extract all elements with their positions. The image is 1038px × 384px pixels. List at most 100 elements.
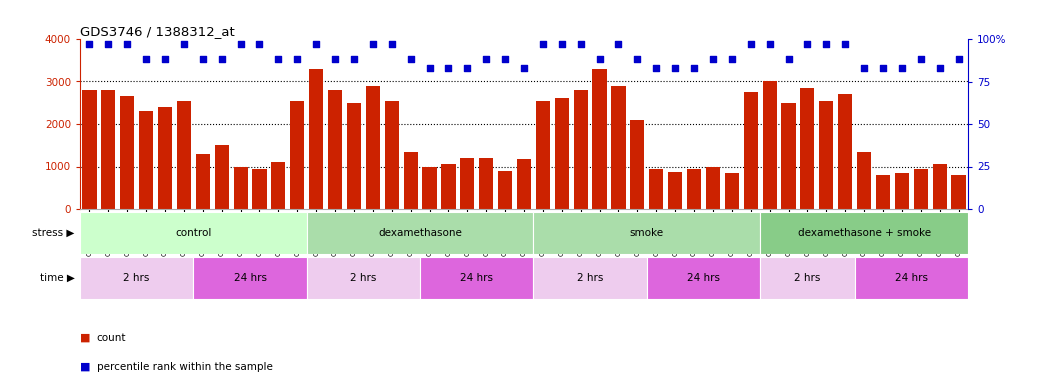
Point	[761, 41, 777, 47]
Text: 24 hrs: 24 hrs	[895, 273, 928, 283]
Point	[837, 41, 853, 47]
Bar	[687, 169, 701, 209]
Point	[477, 56, 494, 63]
Point	[119, 41, 136, 47]
Bar	[763, 81, 776, 209]
Point	[553, 41, 570, 47]
Text: ■: ■	[80, 333, 90, 343]
Point	[497, 56, 514, 63]
Bar	[574, 90, 588, 209]
Bar	[306, 212, 534, 254]
Point	[289, 56, 305, 63]
Bar	[80, 257, 193, 299]
Text: 2 hrs: 2 hrs	[794, 273, 821, 283]
Text: 2 hrs: 2 hrs	[124, 273, 149, 283]
Bar	[876, 175, 890, 209]
Bar	[649, 169, 663, 209]
Point	[270, 56, 286, 63]
Bar	[193, 257, 306, 299]
Text: stress ▶: stress ▶	[32, 228, 75, 238]
Bar	[82, 90, 97, 209]
Bar	[725, 173, 739, 209]
Bar	[158, 107, 172, 209]
Bar	[743, 92, 758, 209]
Point	[818, 41, 835, 47]
Point	[912, 56, 929, 63]
Bar	[800, 88, 815, 209]
Bar	[385, 101, 399, 209]
Point	[950, 56, 966, 63]
Bar	[517, 159, 531, 209]
Bar	[611, 86, 626, 209]
Bar	[932, 164, 947, 209]
Text: GDS3746 / 1388312_at: GDS3746 / 1388312_at	[80, 25, 235, 38]
Text: ■: ■	[80, 362, 90, 372]
Text: 2 hrs: 2 hrs	[577, 273, 603, 283]
Point	[327, 56, 344, 63]
Point	[383, 41, 400, 47]
Bar	[80, 212, 306, 254]
Bar	[895, 173, 909, 209]
Bar	[534, 257, 647, 299]
Bar	[857, 152, 871, 209]
Bar	[404, 152, 417, 209]
Point	[459, 65, 475, 71]
Point	[440, 65, 457, 71]
Text: time ▶: time ▶	[39, 273, 75, 283]
Bar	[309, 69, 323, 209]
Point	[157, 56, 173, 63]
Text: control: control	[175, 228, 212, 238]
Text: smoke: smoke	[630, 228, 664, 238]
Bar	[328, 90, 343, 209]
Point	[742, 41, 759, 47]
Bar	[854, 257, 968, 299]
Point	[894, 65, 910, 71]
Text: dexamethasone + smoke: dexamethasone + smoke	[797, 228, 931, 238]
Bar	[534, 212, 760, 254]
Bar	[593, 69, 606, 209]
Bar	[347, 103, 361, 209]
Point	[666, 65, 683, 71]
Point	[308, 41, 325, 47]
Point	[346, 56, 362, 63]
Point	[138, 56, 155, 63]
Point	[421, 65, 438, 71]
Bar	[760, 212, 968, 254]
Point	[251, 41, 268, 47]
Point	[364, 41, 381, 47]
Point	[516, 65, 532, 71]
Bar	[102, 90, 115, 209]
Point	[629, 56, 646, 63]
Point	[535, 41, 551, 47]
Point	[572, 41, 589, 47]
Bar	[647, 257, 760, 299]
Text: count: count	[97, 333, 126, 343]
Point	[175, 41, 192, 47]
Point	[781, 56, 797, 63]
Bar	[819, 101, 834, 209]
Point	[931, 65, 948, 71]
Text: percentile rank within the sample: percentile rank within the sample	[97, 362, 273, 372]
Text: 24 hrs: 24 hrs	[687, 273, 720, 283]
Bar	[668, 172, 682, 209]
Bar	[306, 257, 420, 299]
Bar	[480, 158, 493, 209]
Point	[799, 41, 816, 47]
Point	[403, 56, 419, 63]
Point	[723, 56, 740, 63]
Bar	[760, 257, 854, 299]
Point	[592, 56, 608, 63]
Point	[214, 56, 230, 63]
Point	[194, 56, 211, 63]
Bar	[365, 86, 380, 209]
Point	[855, 65, 872, 71]
Point	[100, 41, 116, 47]
Bar	[554, 99, 569, 209]
Bar	[291, 101, 304, 209]
Bar	[252, 169, 267, 209]
Point	[81, 41, 98, 47]
Bar	[782, 103, 795, 209]
Point	[875, 65, 892, 71]
Point	[686, 65, 703, 71]
Text: 2 hrs: 2 hrs	[350, 273, 377, 283]
